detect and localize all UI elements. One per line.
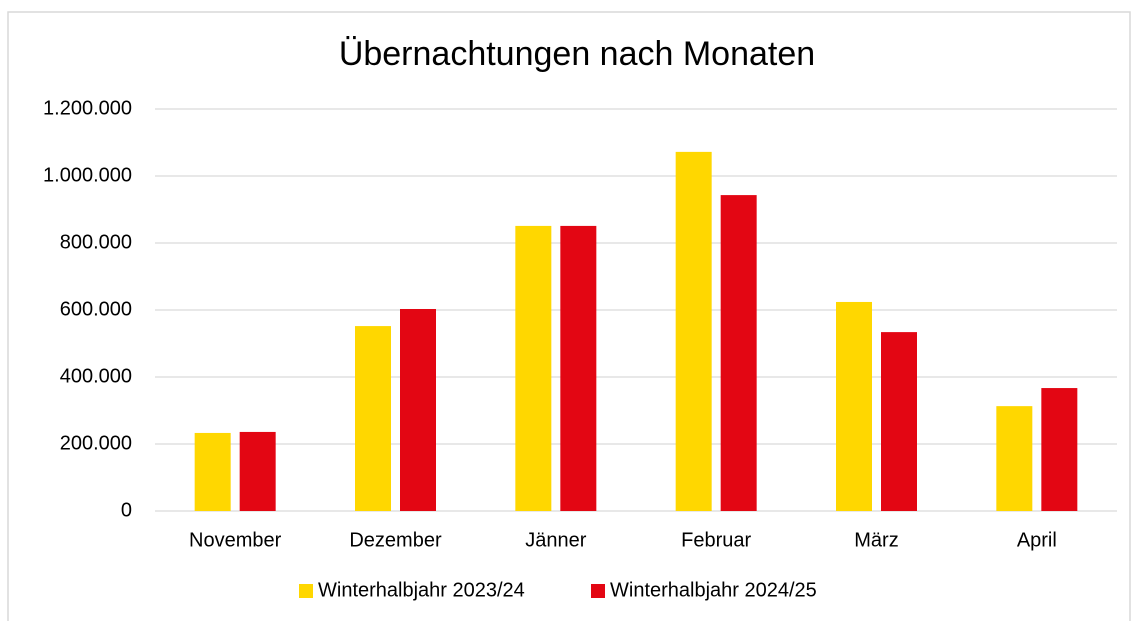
x-tick-label: Jänner xyxy=(525,529,586,551)
bar xyxy=(836,301,872,511)
legend-swatch xyxy=(591,584,605,598)
bar xyxy=(239,431,276,511)
bar xyxy=(355,326,391,511)
bar xyxy=(675,151,712,511)
bar xyxy=(194,432,231,511)
bar xyxy=(515,225,552,512)
y-tick-label: 800.000 xyxy=(60,231,132,253)
x-tick-label: April xyxy=(1017,529,1057,551)
bar xyxy=(996,406,1033,511)
x-tick-label: März xyxy=(854,529,898,551)
y-tick-label: 1.200.000 xyxy=(43,97,132,119)
bar xyxy=(560,225,597,512)
x-tick-label: November xyxy=(189,529,282,551)
chart-title: Übernachtungen nach Monaten xyxy=(339,35,815,73)
legend-label: Winterhalbjahr 2024/25 xyxy=(610,579,817,601)
bar xyxy=(400,308,436,511)
y-tick-label: 0 xyxy=(121,499,132,521)
y-tick-label: 1.000.000 xyxy=(43,164,132,186)
chart-border xyxy=(7,11,1131,621)
y-tick-label: 400.000 xyxy=(60,365,132,387)
legend-label: Winterhalbjahr 2023/24 xyxy=(318,579,525,601)
x-tick-label: Februar xyxy=(681,529,751,551)
legend-swatch xyxy=(299,584,313,598)
y-tick-label: 600.000 xyxy=(60,298,132,320)
bar xyxy=(881,332,917,511)
bar xyxy=(1041,388,1078,511)
bar xyxy=(720,195,757,511)
x-tick-label: Dezember xyxy=(349,529,442,551)
y-tick-label: 200.000 xyxy=(60,432,132,454)
